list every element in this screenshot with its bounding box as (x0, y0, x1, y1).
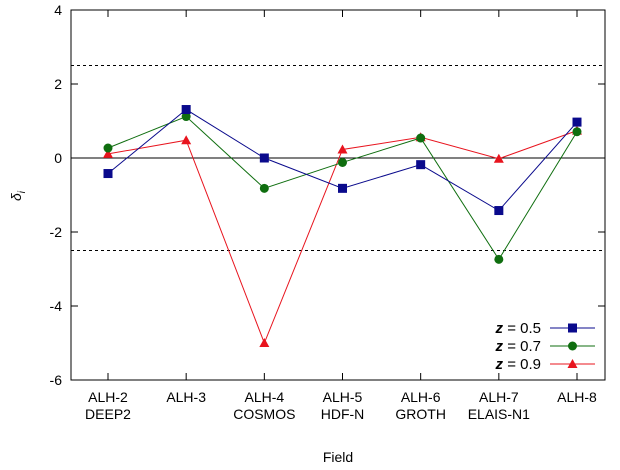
x-tick-label-sub: HDF-N (321, 406, 365, 422)
legend-label-symbol: z (495, 320, 508, 337)
y-tick-label: -6 (50, 372, 63, 388)
data-point (337, 144, 348, 154)
legend-label-symbol: z (495, 338, 508, 355)
legend-marker (567, 359, 578, 368)
data-point (416, 160, 426, 170)
y-tick-label: -2 (50, 224, 63, 240)
data-point (338, 157, 347, 167)
legend-marker (568, 341, 577, 351)
x-tick-label: ALH-8 (557, 389, 597, 405)
x-tick-label: ALH-6 (401, 389, 441, 405)
y-tick-label: -4 (50, 298, 63, 314)
legend: z = 0.5z = 0.7z = 0.9 (495, 320, 595, 373)
data-point (181, 112, 191, 122)
legend-label-value: = 0.5 (507, 320, 541, 337)
data-point (494, 254, 504, 264)
x-tick-label: ALH-5 (323, 389, 363, 405)
x-tick-label-sub: COSMOS (233, 406, 295, 422)
x-tick-label: ALH-3 (166, 389, 206, 405)
y-axis-label: δi (8, 190, 28, 201)
legend-label-value: = 0.9 (507, 356, 541, 373)
y-tick-label: 2 (54, 76, 62, 92)
x-tick-label-sub: ELAIS-N1 (468, 406, 530, 422)
data-point (103, 169, 113, 179)
x-tick-label-sub: DEEP2 (85, 406, 131, 422)
legend-label: z = 0.5 (495, 320, 541, 337)
data-point (259, 183, 269, 193)
data-point (181, 135, 192, 145)
legend-label-value: = 0.7 (507, 338, 541, 355)
legend-label: z = 0.7 (495, 338, 541, 355)
y-tick-label: 0 (54, 150, 62, 166)
data-point (572, 127, 582, 137)
data-point (338, 183, 347, 193)
series-layer (103, 105, 582, 347)
legend-marker (568, 323, 577, 333)
data-point (103, 143, 113, 153)
legend-label-symbol: z (495, 356, 508, 373)
axis-labels: δi Field (8, 190, 353, 465)
series-square (103, 105, 582, 216)
data-point (181, 105, 191, 115)
legend-label: z = 0.9 (495, 356, 541, 373)
data-point (103, 148, 113, 158)
x-tick-label: ALH-4 (244, 389, 284, 405)
data-point (494, 206, 504, 216)
series-circle (103, 112, 582, 264)
y-axis-label-subscript: i (17, 190, 28, 193)
reference-lines (71, 65, 605, 251)
x-tick-label: ALH-7 (479, 389, 519, 405)
x-axis-label: Field (323, 449, 353, 465)
data-point (259, 153, 269, 163)
data-point (259, 338, 270, 347)
data-point (416, 133, 426, 143)
y-tick-label: 4 (54, 2, 62, 18)
y-axis-label-symbol: δ (8, 193, 24, 201)
plot-frame (70, 9, 606, 381)
data-point (493, 153, 504, 163)
x-tick-label: ALH-2 (88, 389, 128, 405)
x-tick-label-sub: GROTH (395, 406, 446, 422)
data-point (572, 117, 582, 127)
